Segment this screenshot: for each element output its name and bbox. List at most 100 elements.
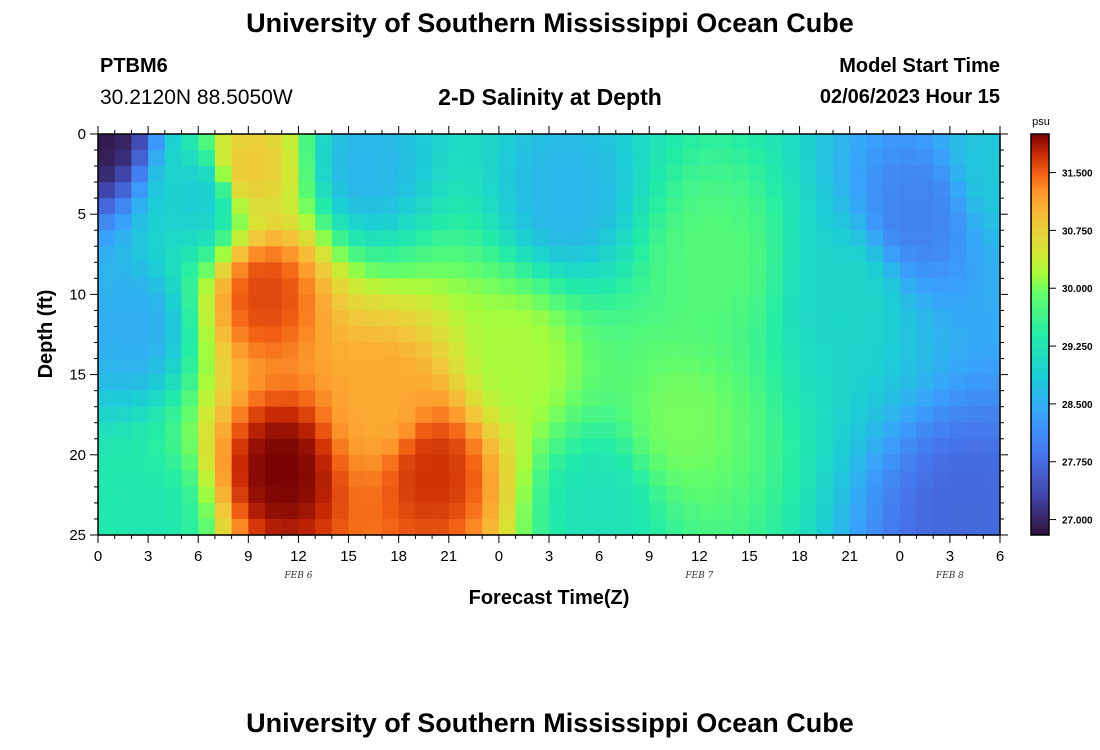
- heatmap-cell: [498, 150, 517, 167]
- heatmap-cell: [331, 246, 350, 263]
- heatmap-cell: [799, 358, 817, 376]
- heatmap-cell: [599, 486, 617, 504]
- heatmap-cell: [498, 326, 517, 344]
- heatmap-cell: [381, 326, 400, 344]
- heatmap-cell: [164, 214, 183, 231]
- heatmap-cell: [281, 214, 300, 231]
- heatmap-cell: [465, 326, 483, 344]
- heatmap-cell: [699, 150, 717, 167]
- heatmap-cell: [799, 502, 817, 520]
- heatmap-cell: [281, 310, 300, 328]
- heatmap-cell: [682, 198, 700, 215]
- heatmap-cell: [148, 486, 166, 504]
- heatmap-cell: [265, 198, 283, 215]
- heatmap-cell: [532, 326, 550, 344]
- heatmap-cell: [298, 310, 316, 328]
- heatmap-cell: [549, 150, 567, 167]
- heatmap-cell: [231, 246, 249, 263]
- heatmap-cell: [599, 406, 617, 424]
- heatmap-cell: [265, 214, 283, 231]
- heatmap-cell: [298, 374, 316, 392]
- heatmap-cell: [732, 246, 751, 263]
- heatmap-cell: [482, 470, 500, 488]
- heatmap-cell: [398, 390, 416, 408]
- heatmap-cell: [265, 182, 283, 199]
- heatmap-cell: [716, 310, 734, 328]
- heatmap-cell: [298, 246, 316, 263]
- heatmap-cell: [214, 390, 233, 408]
- heatmap-cell: [498, 454, 517, 472]
- heatmap-cell: [565, 390, 583, 408]
- heatmap-cell: [949, 422, 968, 440]
- heatmap-cell: [699, 134, 717, 151]
- heatmap-cell: [649, 246, 667, 263]
- heatmap-cell: [365, 518, 383, 536]
- heatmap-cell: [849, 470, 867, 488]
- heatmap-cell: [381, 486, 400, 504]
- heatmap-cell: [281, 150, 300, 167]
- heatmap-cell: [331, 326, 350, 344]
- heatmap-cell: [98, 166, 116, 183]
- heatmap-cell: [716, 422, 734, 440]
- heatmap-cell: [265, 502, 283, 520]
- heatmap-cell: [465, 422, 483, 440]
- heatmap-cell: [365, 374, 383, 392]
- heatmap-cell: [532, 246, 550, 263]
- heatmap-cell: [615, 342, 634, 360]
- heatmap-cell: [248, 486, 266, 504]
- heatmap-cell: [515, 214, 533, 231]
- heatmap-cell: [181, 246, 199, 263]
- heatmap-cell: [832, 358, 851, 376]
- heatmap-cell: [849, 166, 867, 183]
- heatmap-cell: [181, 438, 199, 456]
- heatmap-cell: [565, 310, 583, 328]
- heatmap-cell: [231, 470, 249, 488]
- heatmap-cell: [933, 470, 951, 488]
- heatmap-cell: [131, 230, 149, 247]
- heatmap-cell: [799, 406, 817, 424]
- heatmap-cell: [298, 342, 316, 360]
- heatmap-cell: [716, 262, 734, 279]
- heatmap-cell: [181, 406, 199, 424]
- heatmap-cell: [398, 374, 416, 392]
- heatmap-cell: [582, 502, 600, 520]
- heatmap-cell: [482, 294, 500, 312]
- heatmap-cell: [465, 518, 483, 536]
- x-tick-label: 21: [440, 548, 457, 565]
- heatmap-cell: [949, 230, 968, 247]
- heatmap-cell: [214, 406, 233, 424]
- heatmap-cell: [114, 518, 132, 536]
- heatmap-cell: [448, 438, 467, 456]
- heatmap-cell: [832, 390, 851, 408]
- heatmap-cell: [699, 454, 717, 472]
- heatmap-cell: [448, 294, 467, 312]
- heatmap-cell: [849, 406, 867, 424]
- heatmap-cell: [231, 438, 249, 456]
- heatmap-cell: [816, 454, 834, 472]
- heatmap-cell: [632, 278, 650, 295]
- heatmap-cell: [716, 214, 734, 231]
- heatmap-cell: [966, 518, 984, 536]
- heatmap-cell: [482, 486, 500, 504]
- heatmap-cell: [983, 310, 1001, 328]
- heatmap-cell: [448, 230, 467, 247]
- heatmap-cell: [265, 374, 283, 392]
- heatmap-cell: [782, 486, 801, 504]
- heatmap-cell: [832, 166, 851, 183]
- heatmap-cell: [732, 278, 751, 295]
- heatmap-cell: [482, 198, 500, 215]
- heatmap-cell: [231, 278, 249, 295]
- heatmap-cell: [615, 310, 634, 328]
- heatmap-cell: [799, 214, 817, 231]
- x-tick-label: 12: [691, 548, 708, 565]
- heatmap-cell: [832, 422, 851, 440]
- heatmap-cell: [983, 278, 1001, 295]
- heatmap-cell: [866, 134, 884, 151]
- heatmap-cell: [899, 246, 918, 263]
- heatmap-cell: [732, 326, 751, 344]
- heatmap-cell: [649, 134, 667, 151]
- heatmap-cell: [248, 502, 266, 520]
- heatmap-cell: [665, 262, 684, 279]
- heatmap-cell: [649, 230, 667, 247]
- heatmap-cell: [916, 182, 934, 199]
